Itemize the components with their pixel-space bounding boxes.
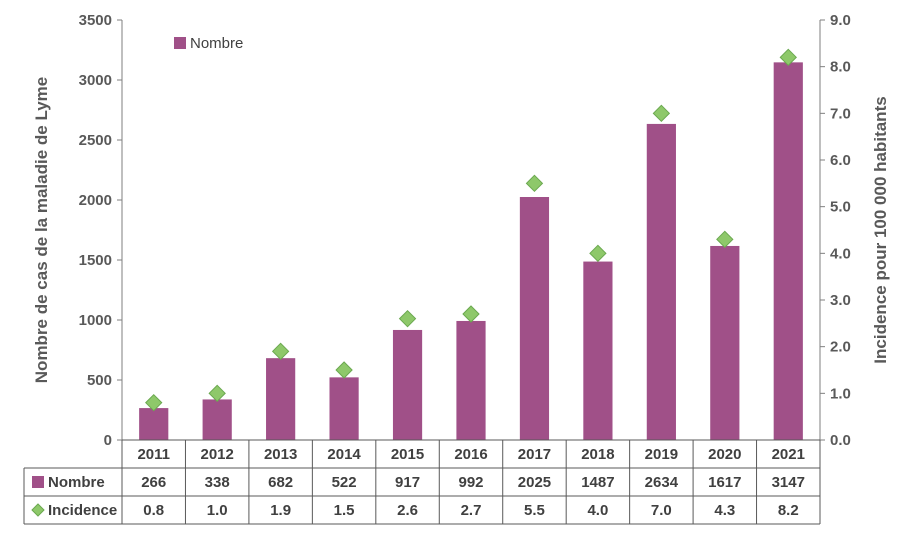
table-year-cell: 2015 bbox=[391, 446, 424, 463]
right-tick-label: 9.0 bbox=[830, 12, 851, 29]
table-row-swatch-diamond bbox=[31, 503, 45, 517]
bar bbox=[519, 197, 550, 440]
left-tick-label: 3500 bbox=[79, 12, 112, 29]
table-value-cell: 4.3 bbox=[714, 502, 735, 519]
incidence-marker bbox=[779, 48, 797, 67]
left-axis-ticks: 0 500 1000 1500 2000 2500 3000 3500 bbox=[79, 12, 122, 449]
left-tick-label: 3000 bbox=[79, 72, 112, 89]
table-row-swatch-square bbox=[32, 476, 44, 488]
table-value-cell: 1617 bbox=[708, 474, 741, 491]
incidence-marker bbox=[398, 309, 417, 328]
table-row-label: Nombre bbox=[48, 474, 105, 491]
incidence-marker bbox=[462, 305, 480, 323]
incidence-marker bbox=[271, 342, 290, 361]
incidence-marker bbox=[589, 244, 607, 263]
table-value-cell: 1487 bbox=[581, 474, 614, 491]
table-value-cell: 917 bbox=[395, 474, 420, 491]
left-tick-label: 2500 bbox=[79, 132, 112, 149]
incidence-markers-group bbox=[145, 48, 797, 412]
table-value-cell: 338 bbox=[205, 474, 230, 491]
left-tick-label: 500 bbox=[87, 372, 112, 389]
left-tick-label: 1000 bbox=[79, 312, 112, 329]
table-value-cell: 2025 bbox=[518, 474, 551, 491]
table-value-cell: 682 bbox=[268, 474, 293, 491]
table-year-cell: 2011 bbox=[137, 446, 170, 463]
incidence-marker bbox=[145, 393, 163, 412]
table-value-cell: 2.6 bbox=[397, 502, 418, 519]
table-value-cell: 0.8 bbox=[143, 502, 164, 519]
table-year-cell: 2013 bbox=[264, 446, 297, 463]
table-year-cell: 2014 bbox=[327, 446, 361, 463]
table-value-cell: 3147 bbox=[772, 474, 805, 491]
left-axis-label: Nombre de cas de la maladie de Lyme bbox=[32, 77, 51, 383]
bars-group bbox=[139, 62, 803, 441]
left-tick-label: 2000 bbox=[79, 192, 112, 209]
bar bbox=[266, 358, 296, 440]
axes-group bbox=[121, 20, 821, 440]
bar bbox=[773, 62, 803, 441]
incidence-marker bbox=[208, 384, 226, 403]
table-value-cell: 1.0 bbox=[207, 502, 228, 519]
table-year-cell: 2012 bbox=[200, 446, 233, 463]
table-year-cell: 2016 bbox=[454, 446, 487, 463]
incidence-marker bbox=[716, 230, 734, 249]
bar bbox=[392, 329, 423, 440]
left-tick-label: 0 bbox=[104, 432, 112, 449]
data-table: 2011 2012 2013 2014 2015 2016 2017 2018 2019 2020… bbox=[23, 439, 821, 525]
incidence-marker bbox=[525, 174, 544, 193]
right-tick-label: 2.0 bbox=[830, 339, 851, 356]
left-tick-label: 1500 bbox=[79, 252, 112, 269]
right-tick-label: 8.0 bbox=[830, 59, 851, 76]
right-axis-ticks: 0.0 1.0 2.0 3.0 4.0 5.0 6.0 7.0 8.0 9.0 bbox=[820, 12, 851, 449]
right-tick-label: 0.0 bbox=[830, 432, 851, 449]
table-row-label: Incidence bbox=[48, 502, 117, 519]
legend-swatch-nombre bbox=[174, 37, 186, 49]
right-tick-label: 7.0 bbox=[830, 105, 851, 122]
bar bbox=[583, 261, 613, 440]
legend: Nombre bbox=[174, 35, 243, 52]
bar bbox=[710, 245, 740, 440]
table-value-cell: 522 bbox=[332, 474, 357, 491]
table-value-cell: 1.9 bbox=[270, 502, 291, 519]
table-year-cell: 2020 bbox=[708, 446, 741, 463]
table-value-cell: 4.0 bbox=[587, 502, 608, 519]
table-year-cell: 2017 bbox=[518, 446, 551, 463]
table-value-cell: 7.0 bbox=[651, 502, 672, 519]
bar bbox=[139, 408, 169, 440]
table-value-cell: 5.5 bbox=[524, 502, 545, 519]
table-value-cell: 2.7 bbox=[461, 502, 482, 519]
table-value-cell: 1.5 bbox=[334, 502, 355, 519]
bar bbox=[329, 377, 359, 440]
table-value-cell: 266 bbox=[141, 474, 166, 491]
table-year-cell: 2018 bbox=[581, 446, 614, 463]
table-value-cell: 2634 bbox=[645, 474, 679, 491]
right-tick-label: 3.0 bbox=[830, 292, 851, 309]
bar bbox=[202, 399, 232, 440]
incidence-marker bbox=[335, 361, 353, 379]
table-value-cell: 8.2 bbox=[778, 502, 799, 519]
table-year-cell: 2019 bbox=[645, 446, 678, 463]
right-tick-label: 1.0 bbox=[830, 385, 851, 402]
right-tick-label: 5.0 bbox=[830, 199, 851, 216]
table-year-cell: 2021 bbox=[772, 446, 805, 463]
bar bbox=[456, 320, 486, 440]
legend-label-nombre: Nombre bbox=[190, 35, 243, 52]
right-axis-label: Incidence pour 100 000 habitants bbox=[871, 96, 890, 363]
incidence-marker bbox=[652, 104, 671, 123]
bar bbox=[646, 123, 676, 441]
right-tick-label: 6.0 bbox=[830, 152, 851, 169]
right-tick-label: 4.0 bbox=[830, 245, 851, 262]
table-value-cell: 992 bbox=[458, 474, 483, 491]
